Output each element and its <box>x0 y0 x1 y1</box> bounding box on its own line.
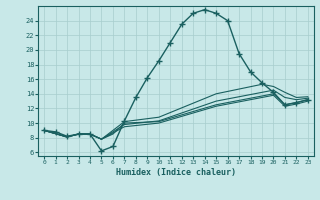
X-axis label: Humidex (Indice chaleur): Humidex (Indice chaleur) <box>116 168 236 177</box>
